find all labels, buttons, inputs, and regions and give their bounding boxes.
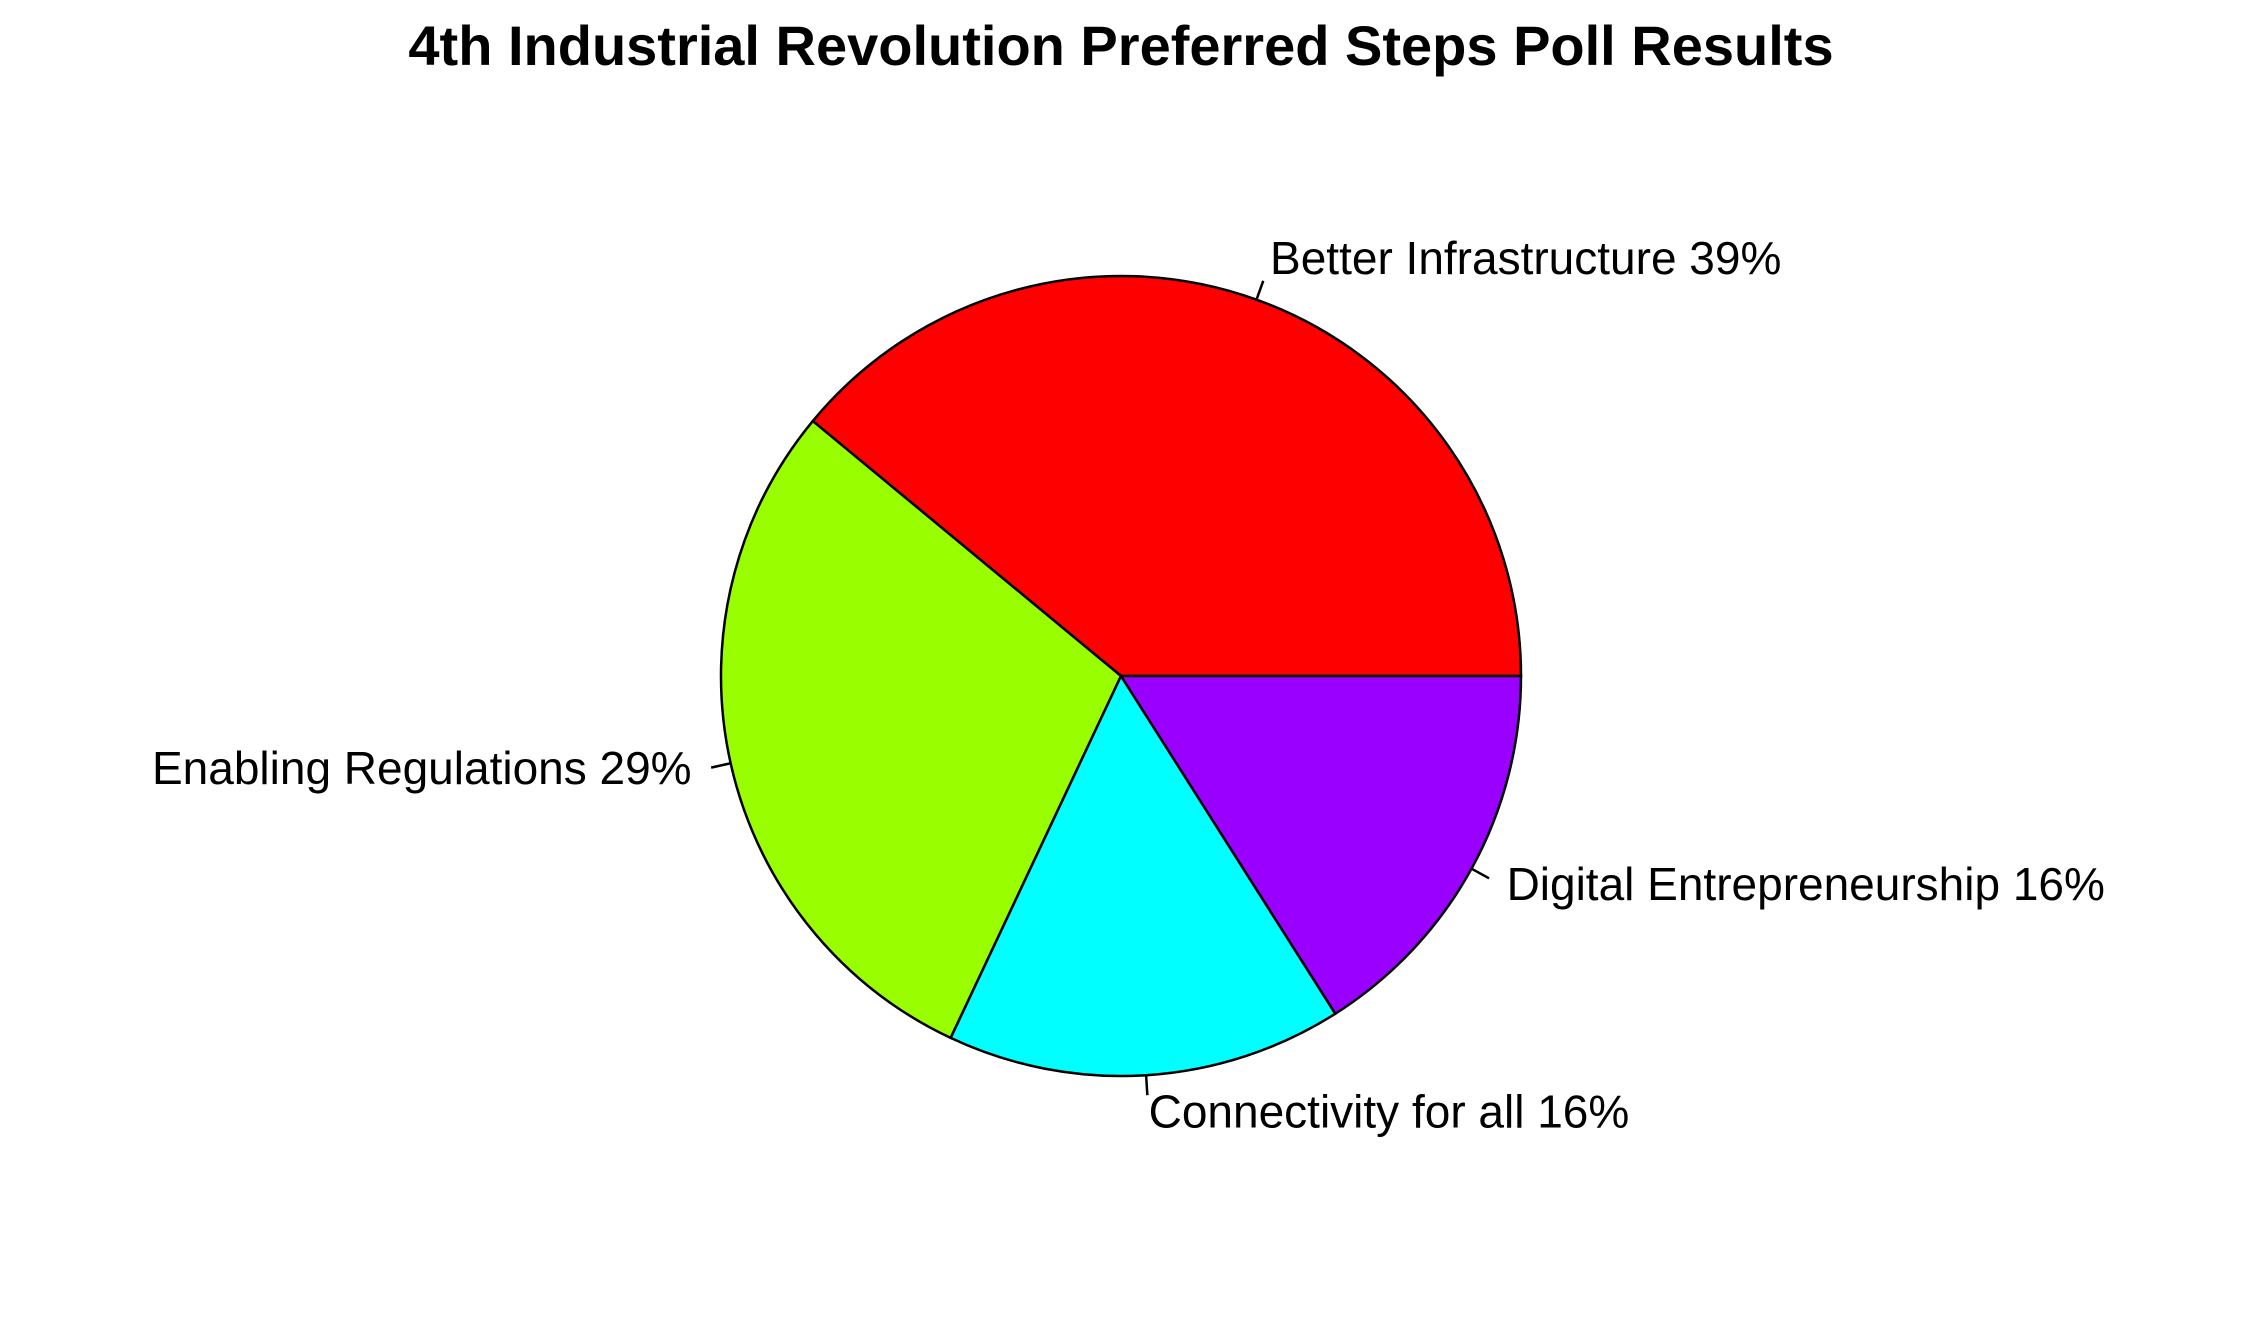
leader-line-better-infrastructure: [1255, 280, 1265, 301]
leader-line-enabling-regulations: [710, 762, 731, 769]
pie-leader-lines: [710, 280, 1490, 1096]
slice-label-better-infrastructure: Better Infrastructure 39%: [1270, 232, 1781, 284]
slice-label-digital-entrepreneurship: Digital Entrepreneurship 16%: [1507, 858, 2105, 910]
leader-line-digital-entrepreneurship: [1470, 867, 1490, 880]
pie-slice-connectivity-for-all: [949, 673, 1338, 1078]
slice-label-connectivity-for-all: Connectivity for all 16%: [1149, 1085, 1630, 1137]
leader-line-connectivity-for-all: [1144, 1075, 1149, 1096]
slice-label-enabling-regulations: Enabling Regulations 29%: [152, 742, 692, 794]
pie-slice-digital-entrepreneurship: [1118, 674, 1523, 1016]
pie-slice-enabling-regulations: [719, 419, 1123, 1040]
pie-slice-better-infrastructure: [811, 274, 1523, 678]
pie-slices: [719, 274, 1523, 1078]
pie-labels: Better Infrastructure 39% Enabling Regula…: [152, 232, 2105, 1137]
chart-title: 4th Industrial Revolution Preferred Step…: [408, 14, 1833, 77]
